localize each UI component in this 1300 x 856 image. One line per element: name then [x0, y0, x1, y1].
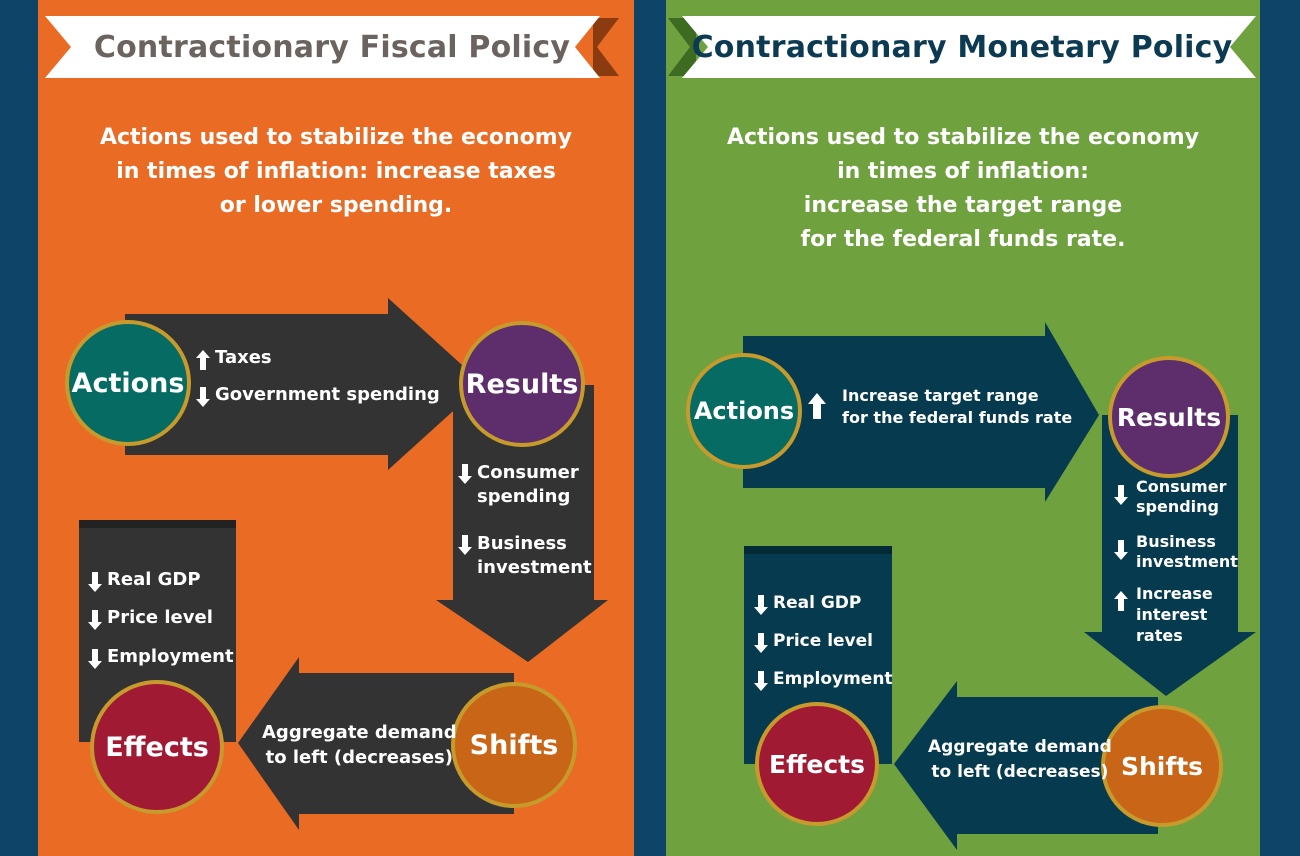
monetary-result-item: Business investment	[1114, 532, 1238, 572]
fiscal-action-item: Taxes	[196, 347, 272, 370]
shifts-to-effects-arrow	[894, 681, 1158, 850]
monetary-effect-item: Price level	[754, 630, 873, 653]
results-label: Results	[1116, 402, 1222, 432]
monetary-shift-text: Aggregate demand to left (decreases)	[928, 735, 1112, 785]
shifts-label: Shifts	[1120, 751, 1204, 781]
item-text: Government spending	[215, 384, 440, 405]
fiscal-result-item: Business investment	[458, 532, 592, 580]
monetary-effect-item: Employment	[754, 668, 893, 691]
arrow-down-icon	[754, 671, 768, 691]
fiscal-description: Actions used to stabilize the economy in…	[38, 121, 634, 223]
item-text: Taxes	[215, 347, 272, 368]
item-text: Price level	[773, 631, 873, 651]
results-to-shifts-arrow	[436, 385, 608, 662]
shifts-label: Shifts	[469, 729, 559, 761]
description-line: Actions used to stabilize the economy	[99, 125, 573, 150]
arrow-up-icon	[808, 393, 826, 419]
fiscal-result-item: Consumer spending	[458, 461, 579, 509]
arrow-down-icon	[196, 387, 210, 407]
actions-circle: Actions	[65, 320, 191, 446]
results-circle: Results	[1108, 356, 1230, 478]
monetary-result-item: Increase interest rates	[1114, 583, 1213, 646]
monetary-title-banner: Contractionary Monetary Policy	[668, 16, 1256, 78]
actions-label: Actions	[693, 397, 795, 425]
results-to-shifts-arrow	[1084, 415, 1256, 696]
results-circle: Results	[459, 321, 585, 447]
arrow-down-icon	[754, 633, 768, 653]
results-label: Results	[465, 368, 579, 400]
actions-circle: Actions	[686, 353, 802, 469]
description-line: for the federal funds rate.	[800, 227, 1126, 252]
arrow-down-icon	[88, 610, 102, 630]
banner-ribbon	[45, 16, 619, 78]
description-line: Actions used to stabilize the economy	[726, 125, 1200, 150]
fiscal-action-item: Government spending	[196, 384, 440, 407]
actions-label: Actions	[71, 367, 185, 399]
item-text: Aggregate demand to left (decreases)	[262, 722, 457, 768]
item-text: Real GDP	[107, 569, 201, 590]
arrow-down-icon	[754, 595, 768, 615]
fiscal-policy-panel: Contractionary Fiscal Policy Actions use…	[38, 0, 634, 856]
monetary-description: Actions used to stabilize the economy in…	[666, 121, 1260, 257]
monetary-action-item: Increase target range for the federal fu…	[808, 385, 1072, 429]
fiscal-effect-item: Employment	[88, 646, 234, 669]
effects-circle: Effects	[755, 702, 879, 826]
item-text: Employment	[773, 669, 893, 689]
effects-label: Effects	[769, 749, 865, 779]
item-text: Consumer spending	[1136, 477, 1227, 516]
item-text: Consumer spending	[477, 462, 579, 507]
effects-circle: Effects	[90, 680, 224, 814]
item-text: Real GDP	[773, 593, 862, 613]
description-line: or lower spending.	[219, 193, 453, 218]
monetary-result-item: Consumer spending	[1114, 477, 1226, 517]
arrow-down-icon	[1114, 540, 1128, 560]
arrow-down-icon	[1114, 485, 1128, 505]
arrow-up-icon	[196, 350, 210, 370]
fiscal-flow-arrows	[79, 298, 608, 830]
shifts-circle: Shifts	[1101, 705, 1223, 827]
item-text: Employment	[107, 646, 234, 667]
actions-to-results-arrow	[743, 322, 1099, 502]
arrow-up-icon	[1114, 591, 1128, 611]
shifts-to-effects-arrow	[238, 657, 514, 830]
monetary-title: Contractionary Monetary Policy	[691, 29, 1233, 65]
banner-ribbon	[668, 16, 1256, 78]
description-line: increase the target range	[803, 193, 1123, 218]
fiscal-effect-item: Price level	[88, 607, 213, 630]
item-text: Business investment	[1136, 532, 1238, 571]
item-text: Increase interest rates	[1136, 584, 1213, 645]
actions-to-results-arrow	[125, 298, 483, 470]
monetary-policy-panel: Contractionary Monetary Policy Actions u…	[666, 0, 1260, 856]
effects-label: Effects	[105, 731, 209, 763]
arrow-down-icon	[458, 535, 472, 555]
fiscal-effect-item: Real GDP	[88, 569, 201, 592]
monetary-effect-item: Real GDP	[754, 592, 861, 615]
fiscal-title: Contractionary Fiscal Policy	[93, 29, 571, 65]
arrow-down-icon	[88, 572, 102, 592]
arrow-down-icon	[458, 464, 472, 484]
item-text: Business investment	[477, 533, 592, 578]
description-line: in times of inflation: increase taxes	[116, 159, 556, 184]
fiscal-shift-text: Aggregate demand to left (decreases)	[262, 720, 457, 770]
item-text: Aggregate demand to left (decreases)	[928, 737, 1112, 782]
item-text: Increase target range for the federal fu…	[842, 386, 1073, 427]
shifts-circle: Shifts	[451, 682, 577, 808]
fiscal-title-banner: Contractionary Fiscal Policy	[45, 16, 619, 78]
item-text: Price level	[107, 607, 213, 628]
arrow-down-icon	[88, 649, 102, 669]
description-line: in times of inflation:	[837, 159, 1089, 184]
